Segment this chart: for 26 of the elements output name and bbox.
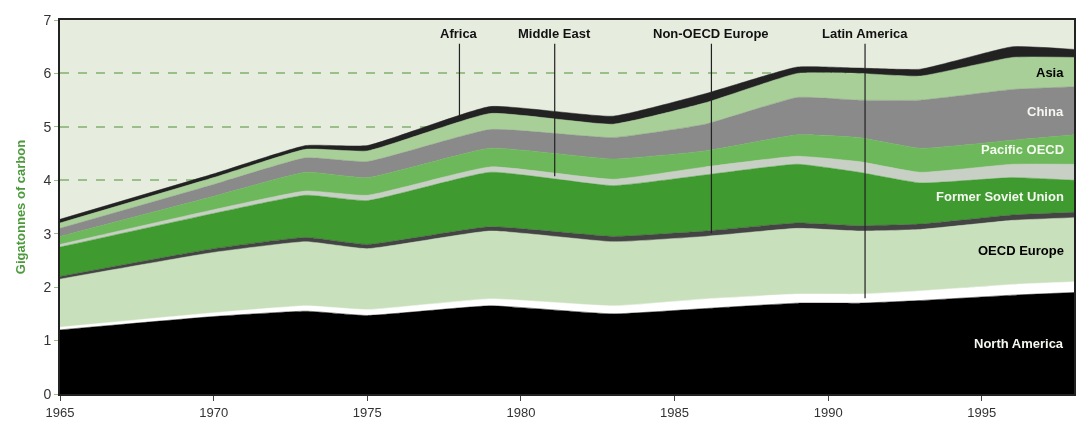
series-label: Pacific OECD — [981, 142, 1065, 157]
x-tick-label: 1980 — [506, 404, 536, 420]
y-tick-label: 7 — [43, 11, 52, 28]
x-tick-label: 1990 — [813, 404, 843, 420]
series-label: Asia — [1036, 65, 1065, 80]
y-tick-label: 0 — [43, 385, 52, 402]
text: Africa — [440, 26, 478, 41]
x-tick-label: 1965 — [45, 404, 75, 420]
x-tick-label: 1995 — [967, 404, 997, 420]
y-tick-label: 3 — [43, 225, 52, 242]
y-tick-label: 4 — [43, 172, 52, 189]
x-tick-label: 1985 — [660, 404, 690, 420]
series-label: North America — [974, 336, 1064, 351]
text: Middle East — [518, 26, 591, 41]
series-label: Former Soviet Union — [936, 189, 1064, 204]
x-tick-label: 1975 — [352, 404, 382, 420]
series-label: OECD Europe — [978, 243, 1064, 258]
y-tick-label: 6 — [43, 65, 52, 82]
series-label: China — [1027, 104, 1064, 119]
y-tick-label: 2 — [43, 279, 52, 296]
text: Non-OECD Europe — [653, 26, 769, 41]
y-axis-title: Gigatonnes of carbon — [12, 139, 28, 275]
x-tick-label: 1970 — [199, 404, 229, 420]
y-tick-label: 1 — [43, 332, 52, 349]
y-tick-label: 5 — [43, 118, 52, 135]
text: Latin America — [822, 26, 909, 41]
